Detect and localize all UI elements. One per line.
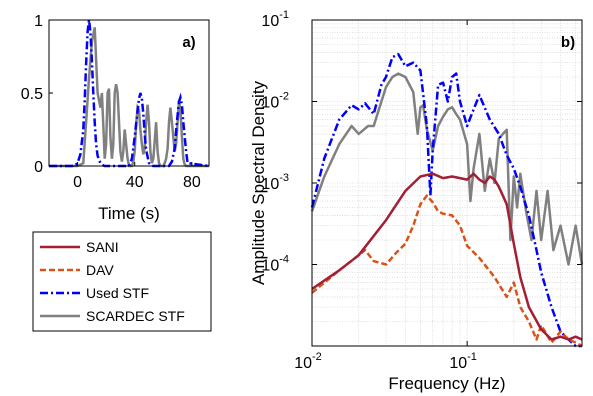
panel-a: 0 40 80 0 0.5 1 a) Time (s) bbox=[21, 13, 210, 223]
panel-a-y-tick-label: 1 bbox=[34, 13, 43, 30]
panel-b-y-tick-label: 10-3 bbox=[261, 172, 289, 193]
panel-b-y-axis-label: Amplitude Spectral Density bbox=[249, 80, 268, 285]
legend: SANI DAV Used STF SCARDEC STF bbox=[32, 231, 212, 332]
legend-label-sani: SANI bbox=[86, 239, 119, 255]
panel-a-x-tick-label: 0 bbox=[73, 174, 82, 191]
panel-a-series-used-stf bbox=[49, 19, 210, 168]
panel-b-series-sani bbox=[311, 172, 583, 341]
panel-b-label: b) bbox=[561, 34, 575, 51]
panel-b-x-axis-label: Frequency (Hz) bbox=[388, 374, 505, 393]
legend-box bbox=[32, 231, 212, 332]
panel-b-y-tick-label: 10-2 bbox=[261, 91, 289, 112]
legend-label-used-stf: Used STF bbox=[86, 285, 149, 301]
panel-b-y-tick-label: 10-4 bbox=[261, 254, 289, 275]
panel-b-series-dav bbox=[311, 194, 583, 348]
panel-a-x-tick-label: 40 bbox=[126, 174, 144, 191]
panel-b-x-tick-label: 10-2 bbox=[294, 351, 322, 372]
panel-a-x-axis-label: Time (s) bbox=[98, 204, 160, 223]
panel-b-y-tick-label: 10-1 bbox=[261, 9, 289, 30]
panel-b-series-used-stf bbox=[310, 52, 582, 348]
panel-a-y-tick-label: 0.5 bbox=[21, 86, 43, 103]
panel-a-label: a) bbox=[182, 34, 195, 51]
panel-a-y-tick-label: 0 bbox=[34, 159, 43, 176]
legend-label-dav: DAV bbox=[86, 262, 114, 278]
panel-b: 10-2 10-1 10-4 10-3 10-2 10-1 b) Frequency (H… bbox=[249, 9, 584, 393]
panel-a-series-scardec-stf bbox=[49, 27, 209, 168]
panel-b-x-tick-label: 10-1 bbox=[449, 351, 477, 372]
legend-label-scardec-stf: SCARDEC STF bbox=[86, 308, 185, 324]
panel-a-x-tick-label: 80 bbox=[183, 174, 201, 191]
